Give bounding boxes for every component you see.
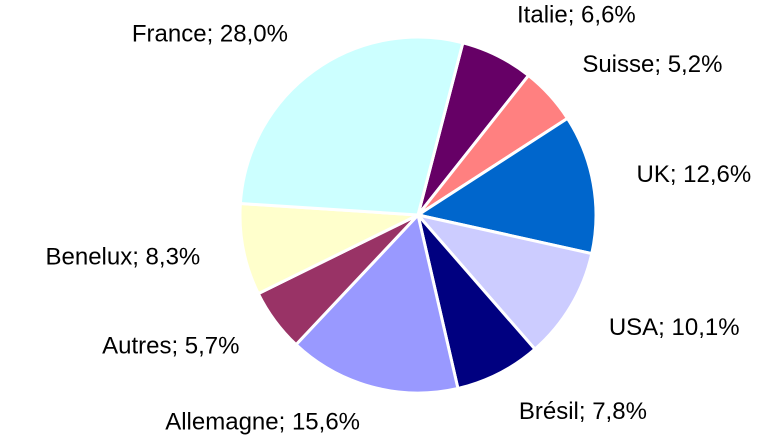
- pie-slice: [414, 116, 598, 256]
- slice-label: UK; 12,6%: [637, 161, 752, 188]
- slice-label: Benelux; 8,3%: [45, 244, 200, 271]
- slice-label: USA; 10,1%: [609, 314, 740, 341]
- slice-label: Brésil; 7,8%: [519, 398, 647, 425]
- slice-label: Allemagne; 15,6%: [165, 408, 360, 435]
- slice-label: Italie; 6,6%: [517, 2, 636, 29]
- pie-slice: [413, 212, 594, 352]
- pie-slice: [238, 35, 465, 217]
- pie-slice: [293, 211, 460, 395]
- pie-slice: [238, 201, 424, 296]
- slice-label: Autres; 5,7%: [102, 332, 239, 359]
- slice-label: France; 28,0%: [132, 20, 288, 47]
- slice-label: Suisse; 5,2%: [582, 51, 722, 78]
